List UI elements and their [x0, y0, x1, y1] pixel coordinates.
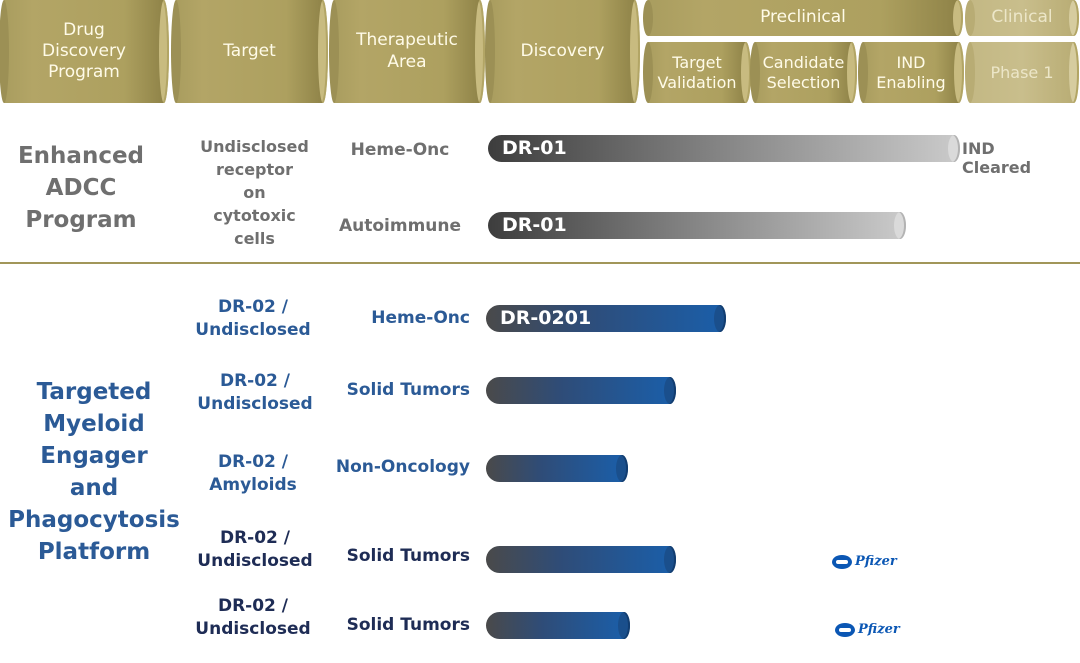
pipeline-bar-solid-tumors-pfizer-1	[486, 546, 676, 573]
asset-label: DR-0201	[500, 307, 592, 329]
program1-area-autoimmune: Autoimmune	[338, 216, 462, 236]
header-therapeutic-area: Therapeutic Area	[329, 0, 485, 103]
program2-row1-target: DR-02 / Undisclosed	[195, 297, 311, 340]
program2-row2-target: DR-02 / Undisclosed	[197, 371, 313, 414]
program2-row3-target: DR-02 / Amyloids	[209, 452, 297, 495]
header-target-validation-label: Target Validation	[657, 52, 737, 92]
pfizer-logo: Pfizer	[832, 554, 897, 569]
header-therapeutic-area-label: Therapeutic Area	[356, 30, 458, 72]
header-preclinical: Preclinical	[643, 0, 963, 36]
header-phase1-label: Phase 1	[990, 62, 1054, 82]
header-target: Target	[171, 0, 328, 103]
header-ind-enabling-label: IND Enabling	[876, 52, 946, 92]
program1-name: Enhanced ADCC Program	[17, 143, 145, 233]
header-clinical-label: Clinical	[991, 7, 1053, 28]
header-discovery: Discovery	[485, 0, 640, 103]
header-phase1: Phase 1	[965, 42, 1079, 103]
pfizer-logo-icon	[832, 554, 852, 569]
header-preclinical-label: Preclinical	[760, 7, 846, 28]
pfizer-logo-icon	[835, 622, 855, 637]
header-clinical: Clinical	[965, 0, 1079, 36]
pipeline-bar-non-oncology	[486, 455, 628, 482]
program1-area-heme: Heme-Onc	[350, 140, 450, 160]
pipeline-bar-dr01-heme: DR-01	[488, 135, 960, 162]
program2-row4-target: DR-02 / Undisclosed	[197, 528, 313, 571]
header-drug-program-label: Drug Discovery Program	[42, 19, 126, 83]
program2-row5-target: DR-02 / Undisclosed	[195, 596, 311, 639]
section-divider	[0, 262, 1080, 264]
program2-row4-area: Solid Tumors	[346, 546, 470, 566]
asset-label: DR-01	[502, 137, 567, 159]
header-target-validation: Target Validation	[643, 42, 751, 103]
program2-name: Targeted Myeloid Engager and Phagocytosi…	[8, 379, 180, 565]
partner-name: Pfizer	[858, 622, 900, 637]
pipeline-bar-solid-tumors-1	[486, 377, 676, 404]
program2-row3-area: Non-Oncology	[335, 457, 470, 477]
asset-label: DR-01	[502, 214, 567, 236]
program2-row5-area: Solid Tumors	[346, 615, 470, 635]
header-ind-enabling: IND Enabling	[858, 42, 964, 103]
program2-row1-area: Heme-Onc	[371, 308, 470, 328]
program2-row2-area: Solid Tumors	[346, 380, 470, 400]
header-target-label: Target	[223, 40, 276, 61]
pipeline-bar-dr01-autoimmune: DR-01	[488, 212, 906, 239]
pfizer-logo: Pfizer	[835, 622, 900, 637]
pipeline-bar-solid-tumors-pfizer-2	[486, 612, 630, 639]
header-candidate-selection-label: Candidate Selection	[762, 52, 845, 92]
program1-target: Undisclosed receptor on cytotoxic cells	[200, 137, 309, 248]
header-candidate-selection: Candidate Selection	[750, 42, 857, 103]
status-ind-cleared: IND Cleared	[962, 139, 1032, 177]
partner-name: Pfizer	[855, 554, 897, 569]
pipeline-bar-dr0201-heme: DR-0201	[486, 305, 726, 332]
header-drug-program: Drug Discovery Program	[0, 0, 169, 103]
header-discovery-label: Discovery	[520, 40, 605, 61]
